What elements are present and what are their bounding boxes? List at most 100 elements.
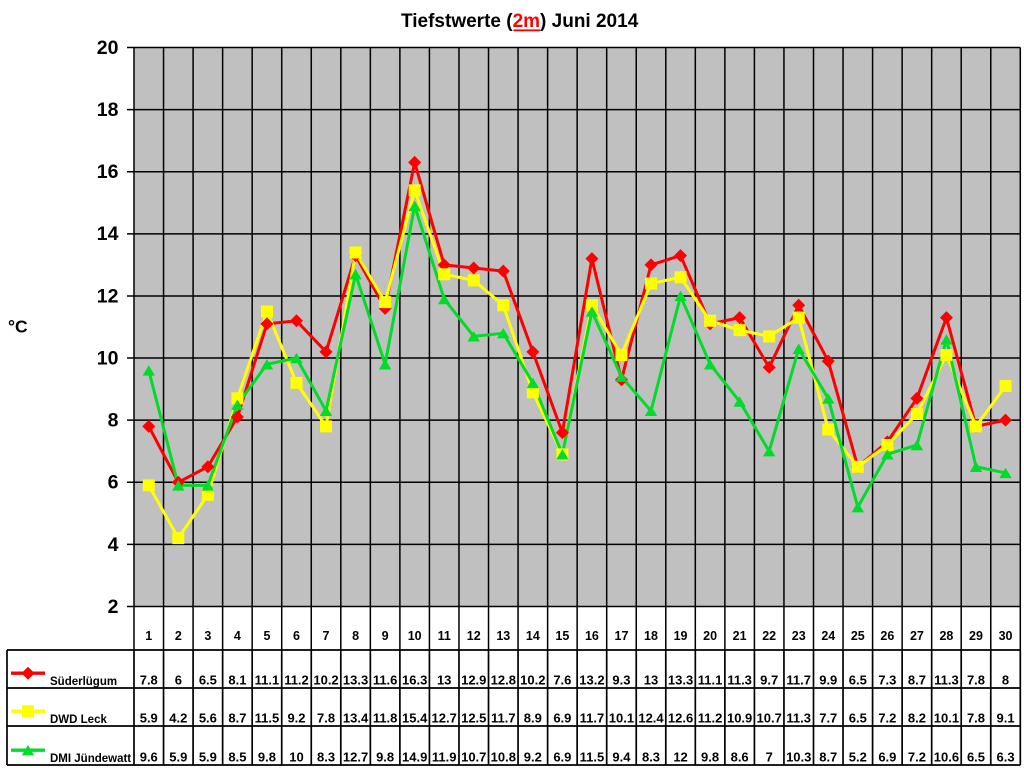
svg-text:8.9: 8.9 — [524, 711, 542, 726]
svg-text:18: 18 — [644, 629, 658, 643]
svg-text:6.5: 6.5 — [199, 673, 217, 688]
svg-text:7.2: 7.2 — [908, 750, 926, 765]
svg-text:12.5: 12.5 — [461, 711, 486, 726]
svg-text:8: 8 — [352, 629, 359, 643]
svg-text:11.1: 11.1 — [255, 673, 280, 688]
svg-text:8.1: 8.1 — [228, 673, 246, 688]
svg-text:11.7: 11.7 — [580, 711, 605, 726]
svg-text:12: 12 — [97, 285, 119, 307]
svg-text:2: 2 — [108, 596, 119, 618]
svg-text:Süderlügum: Süderlügum — [50, 676, 117, 688]
svg-text:12.8: 12.8 — [491, 673, 516, 688]
svg-text:5.2: 5.2 — [849, 750, 867, 765]
svg-text:7.8: 7.8 — [140, 673, 158, 688]
svg-text:11: 11 — [438, 629, 451, 643]
svg-text:13.3: 13.3 — [343, 673, 368, 688]
svg-text:10: 10 — [97, 347, 119, 369]
svg-text:9: 9 — [382, 629, 389, 643]
svg-text:10.2: 10.2 — [520, 673, 545, 688]
svg-text:1: 1 — [145, 629, 152, 643]
svg-text:9.2: 9.2 — [524, 750, 542, 765]
svg-text:10.7: 10.7 — [461, 750, 486, 765]
svg-text:26: 26 — [880, 629, 894, 643]
svg-text:13: 13 — [496, 629, 510, 643]
svg-text:9.1: 9.1 — [996, 711, 1014, 726]
svg-text:°C: °C — [8, 317, 28, 337]
svg-text:7: 7 — [323, 629, 330, 643]
svg-text:DMI Jündewatt: DMI Jündewatt — [50, 753, 131, 765]
svg-text:9.8: 9.8 — [258, 750, 276, 765]
svg-text:18: 18 — [97, 99, 119, 121]
svg-text:6: 6 — [293, 629, 300, 643]
svg-text:9.9: 9.9 — [819, 673, 837, 688]
svg-text:5.9: 5.9 — [140, 711, 158, 726]
svg-text:11.5: 11.5 — [580, 750, 605, 765]
svg-text:10.6: 10.6 — [934, 750, 959, 765]
svg-text:11.7: 11.7 — [786, 673, 811, 688]
svg-text:4: 4 — [108, 534, 119, 556]
svg-text:7.6: 7.6 — [553, 673, 571, 688]
svg-text:23: 23 — [792, 629, 806, 643]
svg-text:7.3: 7.3 — [878, 673, 896, 688]
svg-text:6.5: 6.5 — [849, 711, 867, 726]
svg-text:8.7: 8.7 — [228, 711, 246, 726]
svg-text:9.4: 9.4 — [612, 750, 631, 765]
svg-text:14: 14 — [97, 223, 119, 245]
svg-text:10: 10 — [408, 629, 422, 643]
svg-text:9.3: 9.3 — [612, 673, 630, 688]
svg-text:13: 13 — [437, 673, 451, 688]
svg-text:8.2: 8.2 — [908, 711, 926, 726]
svg-text:21: 21 — [733, 629, 747, 643]
svg-text:8.6: 8.6 — [731, 750, 749, 765]
svg-text:20: 20 — [703, 629, 717, 643]
svg-text:22: 22 — [762, 629, 776, 643]
svg-text:10.2: 10.2 — [313, 673, 338, 688]
svg-text:11.5: 11.5 — [255, 711, 280, 726]
svg-text:12.9: 12.9 — [461, 673, 486, 688]
svg-text:12: 12 — [673, 750, 687, 765]
svg-text:25: 25 — [851, 629, 865, 643]
svg-text:6.9: 6.9 — [553, 750, 571, 765]
svg-text:8.3: 8.3 — [642, 750, 660, 765]
svg-text:8: 8 — [1002, 673, 1009, 688]
svg-text:16: 16 — [97, 161, 119, 183]
svg-text:11.1: 11.1 — [698, 673, 723, 688]
svg-text:12.6: 12.6 — [668, 711, 693, 726]
svg-text:12.7: 12.7 — [432, 711, 457, 726]
svg-text:Tiefstwerte (2m) Juni 2014: Tiefstwerte (2m) Juni 2014 — [401, 11, 639, 32]
svg-text:9.7: 9.7 — [760, 673, 778, 688]
svg-text:8: 8 — [108, 410, 119, 432]
svg-text:11.2: 11.2 — [698, 711, 723, 726]
svg-text:17: 17 — [615, 629, 629, 643]
svg-text:10.1: 10.1 — [934, 711, 959, 726]
svg-text:11.7: 11.7 — [491, 711, 516, 726]
svg-text:14: 14 — [526, 629, 540, 643]
svg-text:6.9: 6.9 — [878, 750, 896, 765]
svg-text:11.3: 11.3 — [786, 711, 811, 726]
svg-text:4.2: 4.2 — [169, 711, 187, 726]
svg-text:11.3: 11.3 — [934, 673, 959, 688]
svg-text:3: 3 — [204, 629, 211, 643]
svg-text:13: 13 — [644, 673, 658, 688]
svg-text:24: 24 — [821, 629, 835, 643]
svg-text:12.7: 12.7 — [343, 750, 368, 765]
svg-text:11.2: 11.2 — [284, 673, 309, 688]
svg-text:7: 7 — [766, 750, 773, 765]
svg-text:6.3: 6.3 — [996, 750, 1014, 765]
svg-text:6.9: 6.9 — [553, 711, 571, 726]
svg-text:6.5: 6.5 — [849, 673, 867, 688]
svg-text:15.4: 15.4 — [402, 711, 428, 726]
svg-text:7.2: 7.2 — [878, 711, 896, 726]
svg-text:5: 5 — [263, 629, 270, 643]
svg-text:11.8: 11.8 — [373, 711, 398, 726]
svg-text:29: 29 — [969, 629, 983, 643]
svg-text:9.8: 9.8 — [376, 750, 394, 765]
svg-text:10: 10 — [289, 750, 303, 765]
svg-text:27: 27 — [910, 629, 924, 643]
svg-text:11.9: 11.9 — [432, 750, 457, 765]
svg-text:10.8: 10.8 — [491, 750, 516, 765]
svg-text:16: 16 — [585, 629, 599, 643]
svg-text:12: 12 — [467, 629, 481, 643]
svg-text:6.5: 6.5 — [967, 750, 985, 765]
svg-text:5.9: 5.9 — [199, 750, 217, 765]
